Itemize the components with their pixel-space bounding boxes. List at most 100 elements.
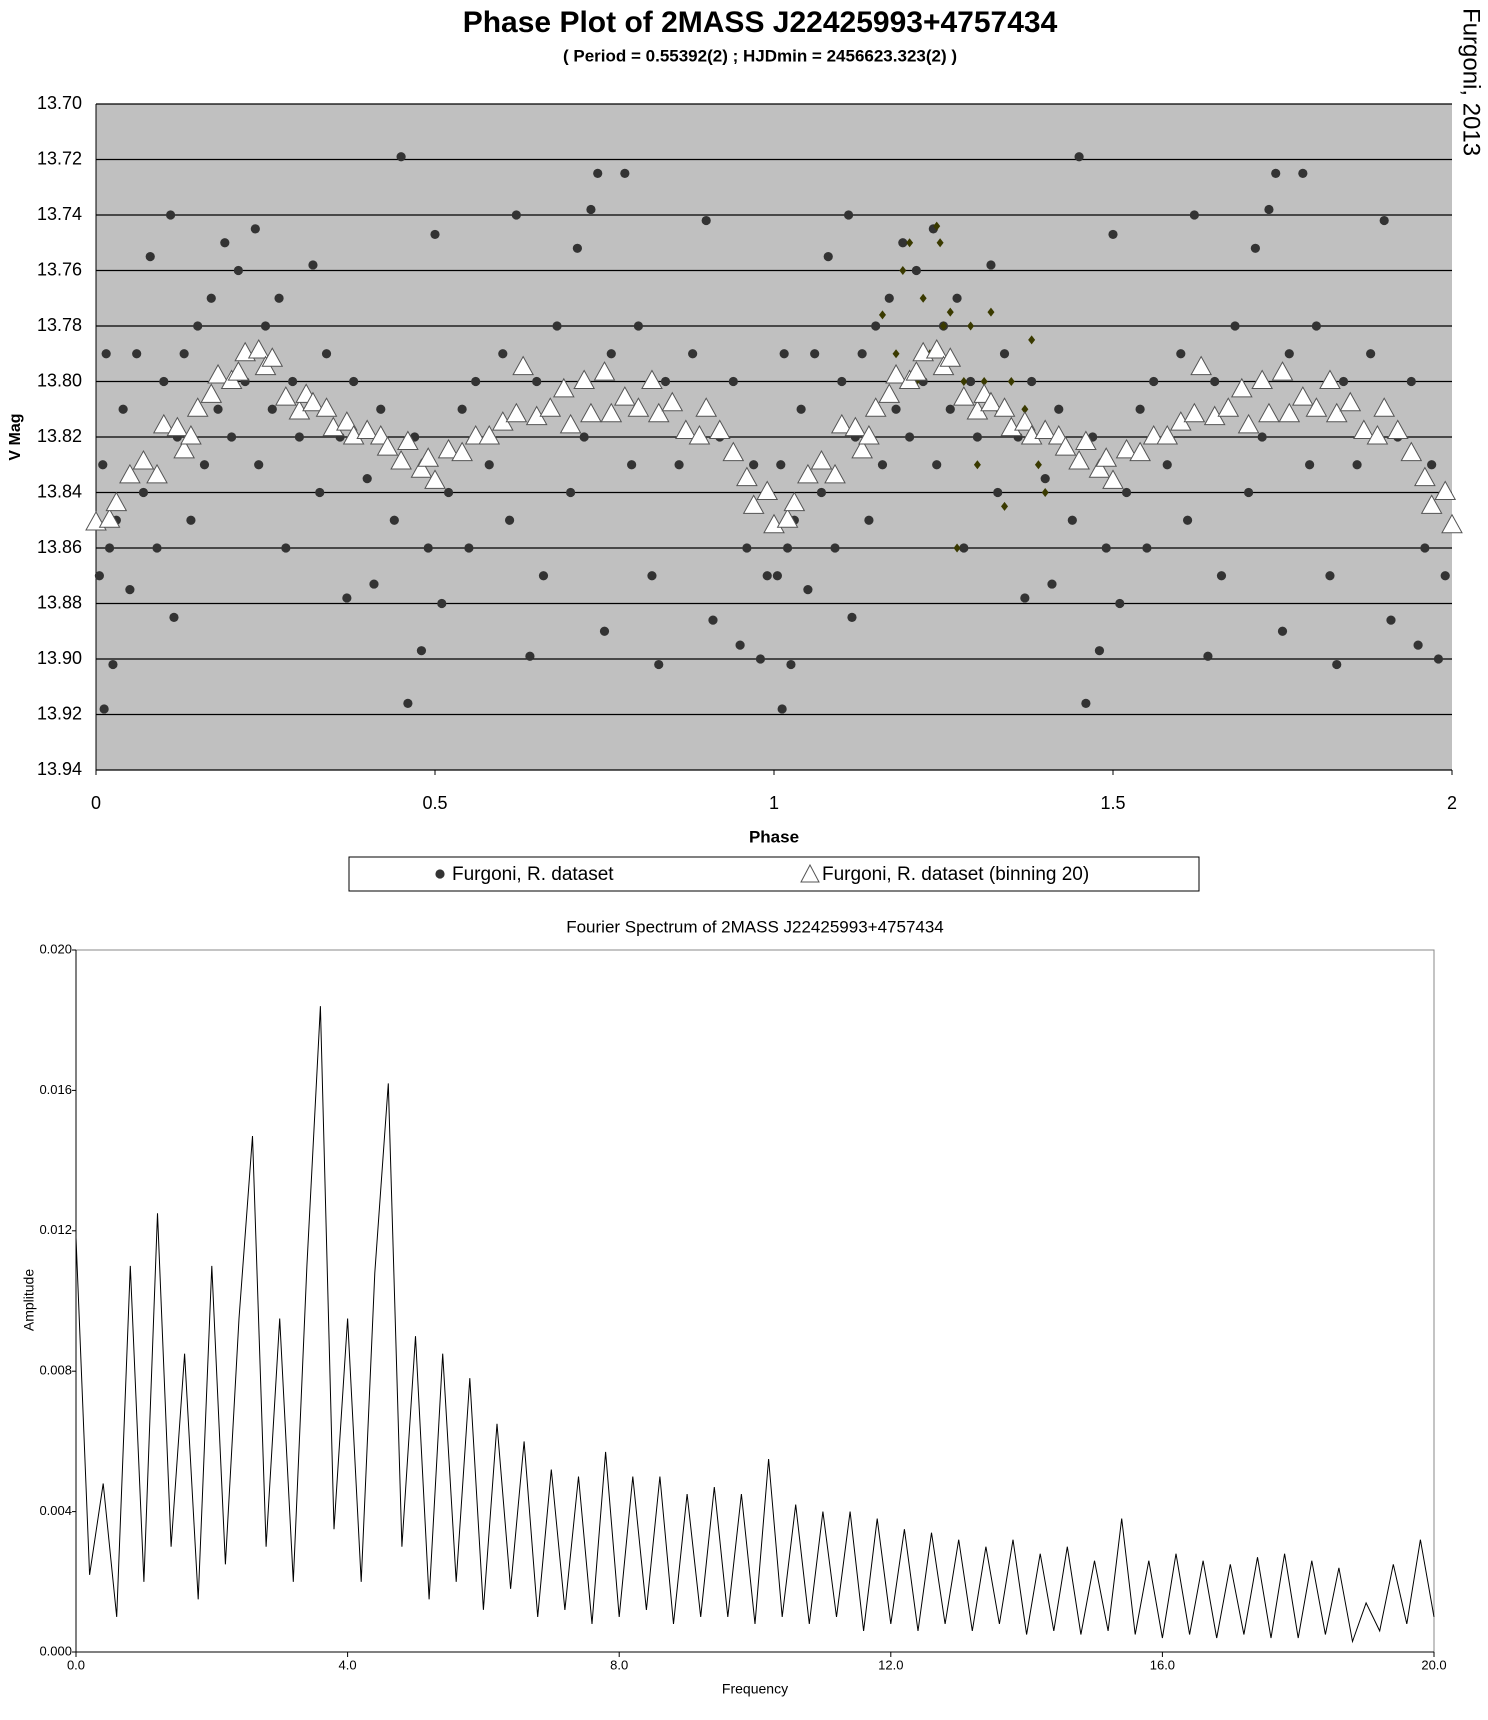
data-point [776,508,799,528]
data-point [580,402,602,423]
data-point [1190,355,1212,376]
data-point [532,376,542,387]
data-point [145,252,155,262]
data-point [600,402,623,423]
data-point [132,449,155,470]
data-point [688,424,711,445]
legend-symbol [435,869,445,879]
data-point [884,293,894,303]
data-point [593,168,603,178]
data-point [1034,460,1042,470]
data-point [261,347,284,367]
data-point [945,404,955,414]
data-point [627,397,650,417]
data-point [1027,376,1037,387]
data-point [1081,698,1091,709]
data-point [193,321,203,331]
data-point [511,210,521,220]
data-point [810,449,833,470]
data-point [1386,419,1409,439]
data-point [797,463,819,484]
data-point [932,460,942,470]
data-point [1257,432,1267,442]
data-point [837,376,847,387]
data-point [952,293,962,303]
data-point [864,515,874,525]
data-point [302,391,324,412]
data-point [1021,404,1029,414]
data-point [159,376,169,387]
data-point [138,487,149,498]
y-tick-label: 13.74 [37,204,82,224]
data-point [946,307,954,317]
y-tick-label: 13.86 [37,537,82,557]
data-point [342,593,352,603]
data-point [1258,402,1280,423]
data-point [274,386,297,406]
data-point [464,543,474,553]
data-point [1414,466,1436,487]
data-point [1352,460,1362,470]
data-point [179,349,189,359]
data-point [674,460,684,470]
data-point [254,460,264,470]
data-point [953,543,961,553]
data-point [925,338,948,359]
data-point [403,698,413,709]
y-tick-label: 0.020 [39,941,72,956]
data-point [1251,369,1274,389]
data-point [736,466,758,487]
data-point [1433,654,1444,664]
y-tick-label: 13.80 [37,370,82,390]
data-point [940,321,947,331]
data-point [830,543,840,553]
data-point [782,543,793,553]
data-point [660,376,671,387]
data-point [457,404,467,414]
data-point [599,626,610,636]
data-point [1339,391,1362,412]
data-point [1373,397,1396,417]
data-point [146,463,168,484]
data-point [1406,376,1416,387]
data-point [708,419,731,439]
data-point [1034,419,1057,439]
x-tick-label: 1.5 [1100,793,1125,813]
data-point [437,438,460,459]
data-point [1014,411,1036,431]
data-point [288,376,298,387]
data-point [1305,397,1328,417]
data-point [1277,626,1288,636]
data-point [779,349,789,359]
data-point [1121,487,1132,498]
data-point [1237,413,1260,434]
data-point [260,321,271,331]
data-point [1210,376,1220,387]
data-point [199,460,210,470]
data-point [132,349,142,359]
legend-symbol [800,863,820,883]
data-point [1189,210,1199,220]
x-tick-label: 20.0 [1421,1657,1446,1672]
data-point [180,424,202,445]
data-point [1054,436,1077,456]
x-tick-label: 8.0 [610,1657,628,1672]
data-point [505,402,528,423]
y-tick-label: 13.76 [37,259,82,279]
data-point [417,447,440,467]
data-point [498,349,508,359]
y-tick-label: 13.70 [37,93,82,113]
data-point [1068,449,1090,470]
data-point [823,252,833,262]
data-point [1041,488,1049,497]
data-point [973,460,981,470]
data-point [939,347,962,367]
data-point [101,349,111,359]
data-point [772,571,782,581]
x-tick-label: 0.0 [67,1657,85,1672]
data-point [654,659,664,670]
data-point [688,349,698,359]
y-tick-label: 13.84 [37,481,82,501]
data-point [1028,335,1036,345]
data-point [1142,424,1165,445]
